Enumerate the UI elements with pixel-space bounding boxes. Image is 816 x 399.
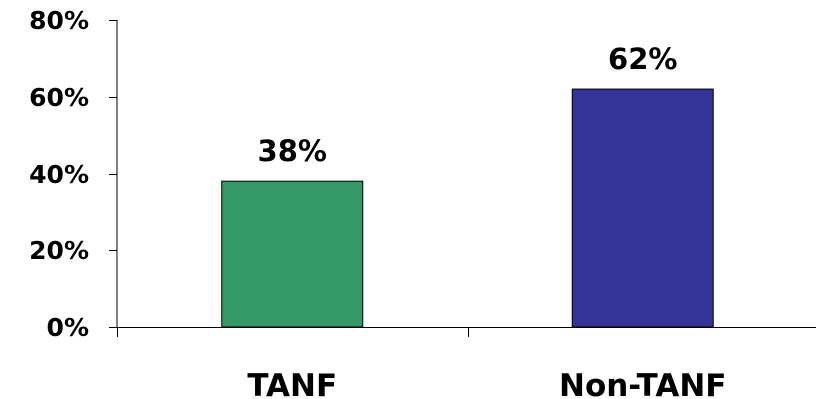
category-label: TANF (247, 368, 337, 399)
bars (221, 88, 714, 328)
category-label: Non-TANF (559, 368, 726, 399)
y-tick-label: 0% (47, 313, 89, 342)
y-tick-label: 60% (29, 83, 89, 112)
y-tick-label: 20% (29, 236, 89, 265)
data-label: 38% (258, 134, 327, 168)
data-labels: 38% 62% (258, 42, 678, 168)
y-tick-label: 80% (29, 6, 89, 35)
y-axis: 0% 20% 40% 60% 80% (29, 6, 118, 342)
bar-non-tanf (571, 88, 714, 328)
y-tick-label: 40% (29, 160, 89, 189)
category-labels: TANF Non-TANF (247, 368, 726, 399)
data-label: 62% (608, 42, 677, 76)
x-axis (117, 327, 816, 337)
bar-tanf (221, 180, 364, 328)
